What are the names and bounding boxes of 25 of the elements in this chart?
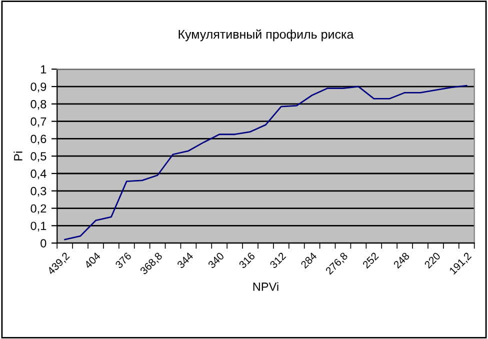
- y-tick-label: 0,9: [30, 82, 46, 92]
- x-tick-label: 252: [362, 252, 379, 269]
- x-tick-label: 340: [208, 252, 224, 269]
- y-tick-label: 0,4: [30, 170, 46, 180]
- y-tick-label: 0,1: [30, 222, 46, 232]
- x-tick-label: 404: [84, 252, 101, 269]
- y-tick-label: 0,6: [30, 134, 46, 145]
- x-tick-label: 376: [114, 252, 132, 269]
- y-tick-label: 0,3: [30, 186, 46, 197]
- x-axis-title: NPVi: [253, 282, 278, 291]
- y-tick-label: 0,5: [30, 152, 46, 162]
- y-tick-label: 0,2: [30, 204, 46, 214]
- y-tick-label: 1: [41, 65, 46, 74]
- x-tick-label: 248: [393, 252, 410, 269]
- x-tick-label: 220: [424, 252, 441, 269]
- x-tick-label: 316: [238, 252, 256, 269]
- x-tick-label: 344: [176, 252, 194, 269]
- chart-title: Кумулятивный профиль риска: [178, 29, 354, 42]
- x-tick-label: 284: [300, 252, 318, 269]
- line-series: [64, 84, 468, 240]
- y-axis-title: Pi: [14, 152, 22, 160]
- y-tick-label: 0,8: [30, 100, 46, 110]
- y-tick-label: 0,7: [30, 117, 46, 128]
- y-tick-label: 0: [40, 239, 46, 248]
- x-tick-label: 312: [269, 252, 286, 269]
